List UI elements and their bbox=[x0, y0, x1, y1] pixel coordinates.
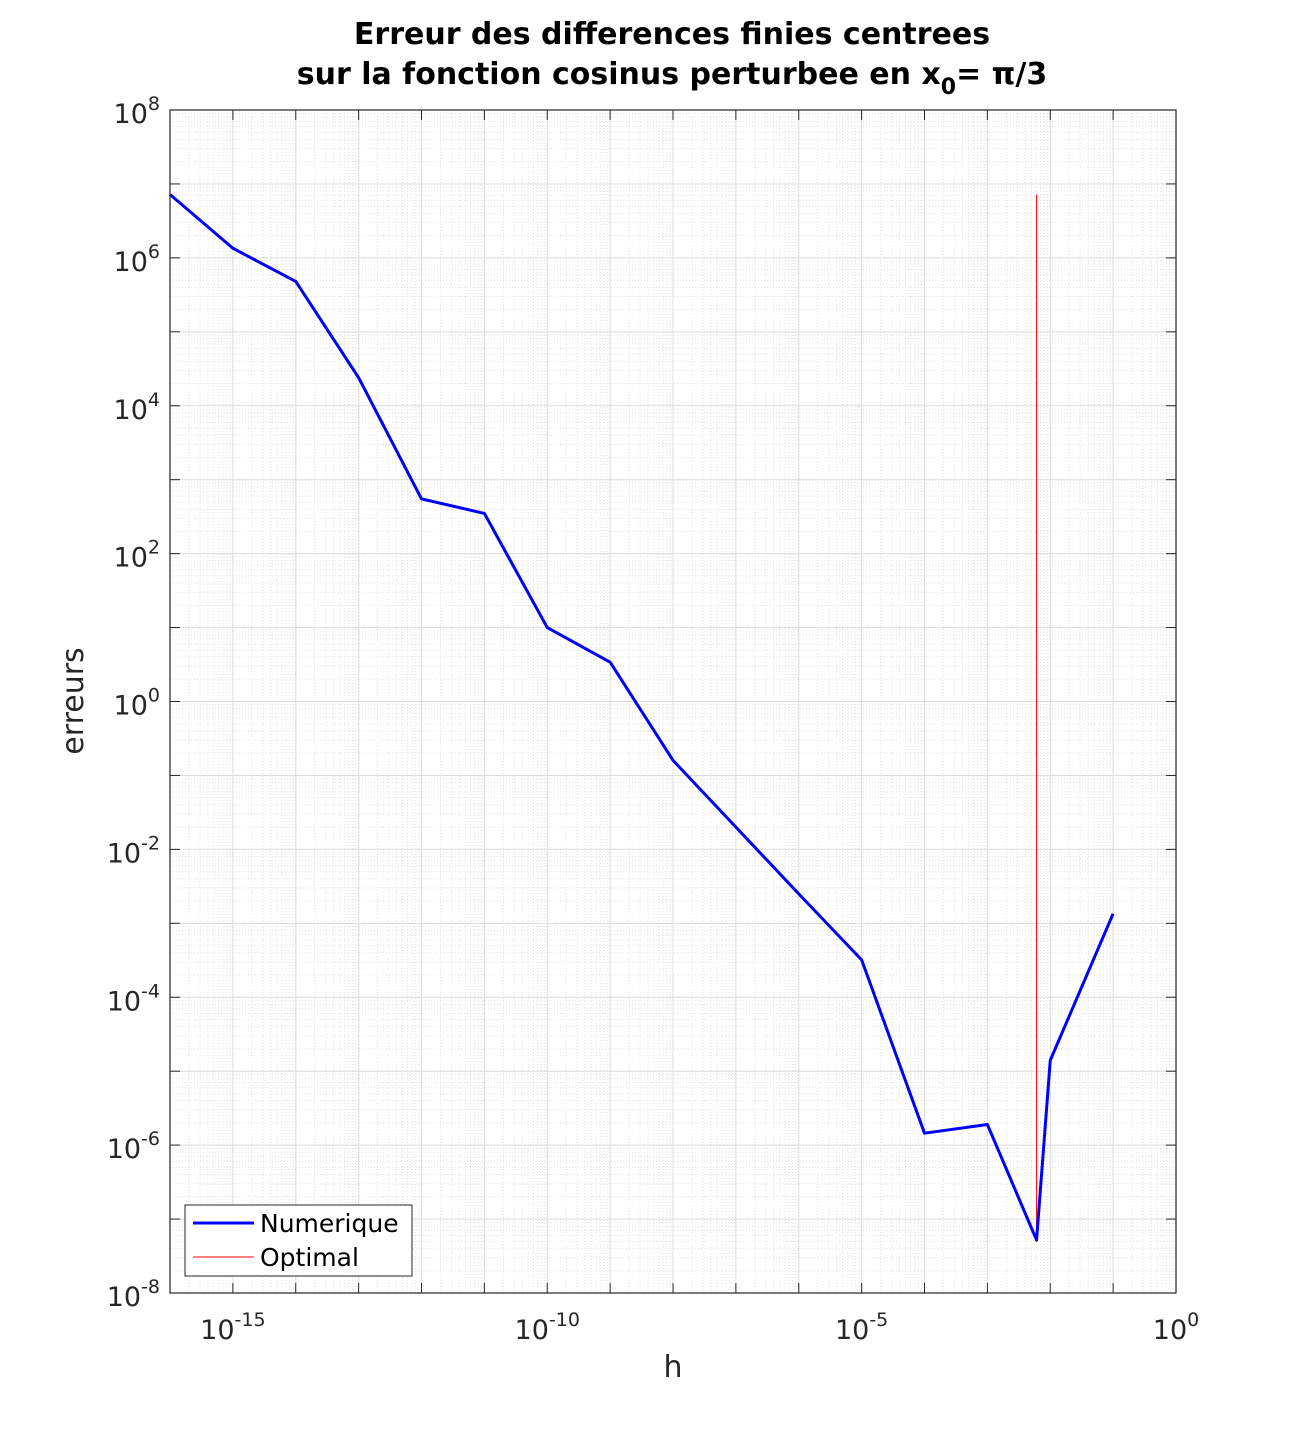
y-tick-label: 10-6 bbox=[107, 1128, 160, 1165]
x-axis-label: h bbox=[663, 1350, 682, 1385]
x-tick-label: 10-5 bbox=[835, 1309, 888, 1346]
y-tick-label: 108 bbox=[114, 93, 160, 130]
series-line-numerique bbox=[169, 193, 1115, 1242]
tick-marks bbox=[169, 109, 1177, 1294]
y-tick-label: 10-2 bbox=[107, 832, 160, 869]
x-tick-label: 10-15 bbox=[200, 1309, 265, 1346]
legend-label-numerique: Numerique bbox=[260, 1209, 399, 1238]
chart-title-line-2-main: sur la fonction cosinus perturbee en x bbox=[297, 57, 941, 92]
chart-title-subscript: 0 bbox=[941, 75, 956, 100]
y-tick-label: 100 bbox=[114, 685, 160, 722]
legend-label-optimal: Optimal bbox=[260, 1243, 359, 1272]
x-tick-labels: 10-15 10-10 10-5 100 bbox=[200, 1309, 1199, 1346]
y-tick-label: 10-8 bbox=[107, 1276, 160, 1313]
y-tick-label: 102 bbox=[114, 537, 160, 574]
legend-box bbox=[184, 1204, 413, 1277]
y-axis-label: erreurs bbox=[56, 647, 91, 754]
major-grid bbox=[169, 109, 1177, 1294]
y-tick-label: 106 bbox=[114, 241, 160, 278]
axes-box bbox=[169, 109, 1177, 1294]
x-tick-label: 100 bbox=[1153, 1309, 1199, 1346]
chart-title-line-1: Erreur des differences finies centrees bbox=[354, 17, 990, 52]
series-layer bbox=[169, 193, 1115, 1242]
chart-title-suffix: = π/3 bbox=[956, 57, 1047, 92]
y-tick-label: 10-4 bbox=[107, 980, 160, 1017]
chart-title-line-2: sur la fonction cosinus perturbee en x0=… bbox=[297, 57, 1048, 100]
y-tick-label: 104 bbox=[114, 389, 160, 426]
x-tick-label: 10-10 bbox=[515, 1309, 580, 1346]
y-tick-labels: 108 106 104 102 100 10-2 10-4 10-6 10-8 bbox=[107, 93, 160, 1313]
legend: Numerique Optimal bbox=[184, 1204, 413, 1277]
